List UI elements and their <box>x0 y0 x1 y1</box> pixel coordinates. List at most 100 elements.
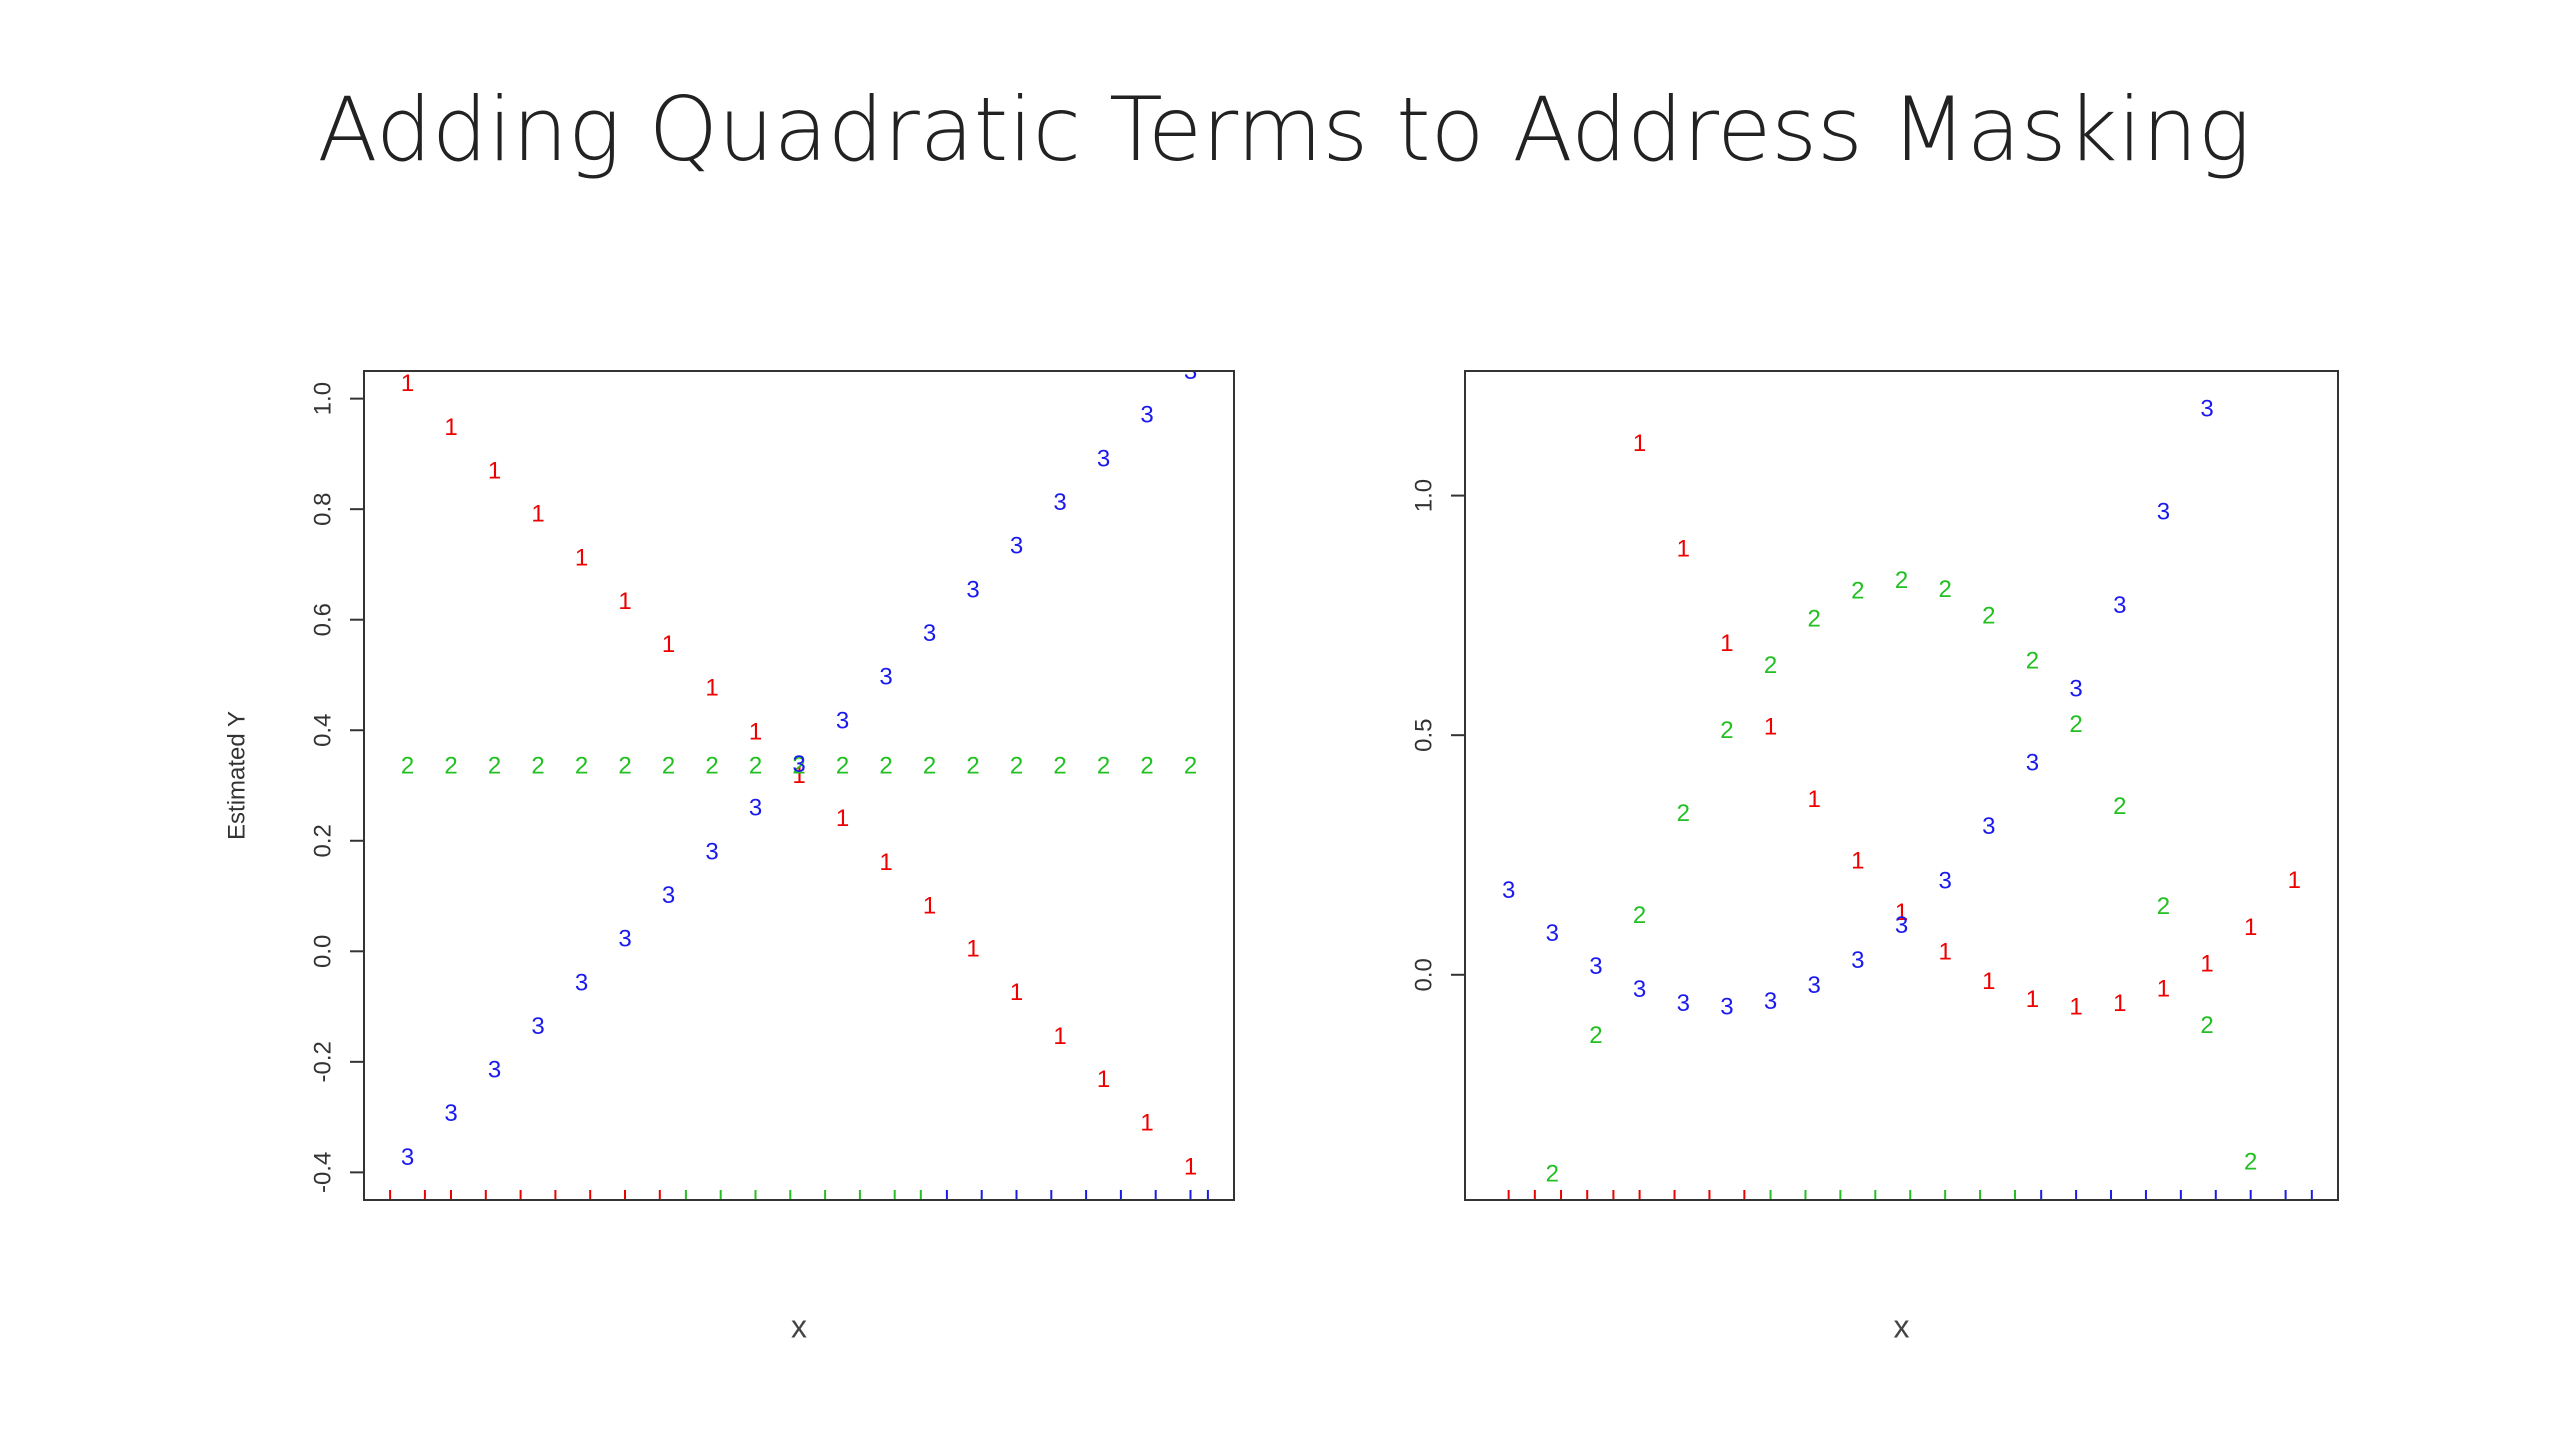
point-glyph: 3 <box>1938 868 1951 895</box>
point-glyph: 2 <box>1010 753 1023 780</box>
y-tick-label: 0.8 <box>309 492 336 525</box>
point-glyph: 1 <box>1764 713 1777 740</box>
point-glyph: 1 <box>1633 430 1646 457</box>
point-glyph: 1 <box>531 501 544 528</box>
point-glyph: 1 <box>2157 975 2170 1002</box>
point-glyph: 3 <box>401 1144 414 1171</box>
point-glyph: 1 <box>2288 867 2301 894</box>
point-glyph: 1 <box>662 631 675 658</box>
point-glyph: 2 <box>575 753 588 780</box>
point-glyph: 2 <box>792 753 805 780</box>
point-glyph: 2 <box>2200 1012 2213 1039</box>
point-glyph: 2 <box>705 753 718 780</box>
point-glyph: 2 <box>1633 902 1646 929</box>
x-axis-title: x <box>791 1308 807 1344</box>
point-glyph: 3 <box>2069 675 2082 702</box>
chart: -0.4-0.20.00.20.40.60.81.0 11111111111111… <box>223 358 1235 1344</box>
point-glyph: 2 <box>1982 603 1995 630</box>
point-glyph: 2 <box>1184 753 1197 780</box>
series: 2 2 2 2 2 2 2 2 2 2 2 2 2 2 2 2 2 2 2 <box>401 753 1197 780</box>
point-glyph: 2 <box>531 753 544 780</box>
point-glyph: 2 <box>1053 753 1066 780</box>
point-glyph: 3 <box>488 1057 501 1084</box>
point-glyph: 1 <box>966 936 979 963</box>
point-glyph: 1 <box>836 805 849 832</box>
point-glyph: 2 <box>2244 1148 2257 1175</box>
point-glyph: 1 <box>1097 1066 1110 1093</box>
point-glyph: 3 <box>966 576 979 603</box>
slide-title: Adding Quadratic Terms to Address Maskin… <box>317 78 2250 181</box>
point-glyph: 2 <box>1895 567 1908 594</box>
point-glyph: 2 <box>923 753 936 780</box>
point-glyph: 2 <box>1546 1160 1559 1187</box>
x-axis-title: x <box>1894 1308 1910 1344</box>
point-glyph: 2 <box>1677 800 1690 827</box>
point-glyph: 1 <box>1053 1023 1066 1050</box>
point-glyph: 3 <box>2157 499 2170 526</box>
point-glyph: 1 <box>575 544 588 571</box>
point-glyph: 1 <box>1184 1153 1197 1180</box>
point-glyph: 1 <box>1677 536 1690 563</box>
point-glyph: 2 <box>836 753 849 780</box>
point-glyph: 1 <box>749 718 762 745</box>
point-glyph: 3 <box>923 620 936 647</box>
point-glyph: 1 <box>1851 848 1864 875</box>
point-glyph: 2 <box>2113 793 2126 820</box>
point-glyph: 3 <box>1097 445 1110 472</box>
series: 1 1 1 1 1 1 1 1 1 1 1 1 1 1 1 1 <box>1633 430 2301 1021</box>
point-glyph: 2 <box>966 753 979 780</box>
point-glyph: 3 <box>1184 358 1197 385</box>
point-glyph: 1 <box>618 588 631 615</box>
point-glyph: 3 <box>1633 976 1646 1003</box>
point-glyph: 1 <box>1720 630 1733 657</box>
point-glyph: 2 <box>1140 753 1153 780</box>
point-glyph: 3 <box>531 1013 544 1040</box>
point-glyph: 3 <box>836 707 849 734</box>
point-glyph: 3 <box>662 882 675 909</box>
y-tick-label: 0.6 <box>309 603 336 636</box>
point-glyph: 3 <box>1546 920 1559 947</box>
point-glyph: 3 <box>444 1100 457 1127</box>
y-tick-label: 0.2 <box>309 824 336 857</box>
point-glyph: 1 <box>1140 1110 1153 1137</box>
point-glyph: 1 <box>1938 939 1951 966</box>
point-glyph: 1 <box>792 762 805 789</box>
point-glyph: 2 <box>1720 717 1733 744</box>
point-glyph: 3 <box>1053 489 1066 516</box>
point-glyph: 1 <box>444 414 457 441</box>
point-glyph: 3 <box>1720 994 1733 1021</box>
y-tick-label: 0.4 <box>309 714 336 747</box>
y-tick-label: 0.5 <box>1410 718 1437 751</box>
point-glyph: 2 <box>1097 753 1110 780</box>
plot-frame <box>1464 370 2339 1201</box>
point-glyph: 2 <box>1764 652 1777 679</box>
point-glyph: 3 <box>1502 877 1515 904</box>
point-glyph: 1 <box>2069 994 2082 1021</box>
series: 3 3 3 3 3 3 3 3 3 3 3 3 3 3 3 3 3 <box>1502 396 2214 1021</box>
point-glyph: 3 <box>749 795 762 822</box>
point-glyph: 1 <box>401 370 414 397</box>
point-glyph: 1 <box>2113 990 2126 1017</box>
point-glyph: 2 <box>2069 711 2082 738</box>
point-glyph: 3 <box>1010 533 1023 560</box>
plot-frame <box>363 370 1235 1201</box>
y-axis-title: Estimated Y <box>223 711 250 840</box>
point-glyph: 2 <box>1589 1022 1602 1049</box>
point-glyph: 1 <box>1982 968 1995 995</box>
point-glyph: 3 <box>575 969 588 996</box>
point-glyph: 3 <box>1895 912 1908 939</box>
point-glyph: 3 <box>705 838 718 865</box>
point-glyph: 3 <box>1677 990 1690 1017</box>
point-glyph: 3 <box>1808 972 1821 999</box>
point-glyph: 2 <box>749 753 762 780</box>
series: 2 2 2 2 2 2 2 2 2 2 2 2 2 2 2 2 2 <box>1546 567 2258 1187</box>
point-glyph: 2 <box>488 753 501 780</box>
point-glyph: 1 <box>2244 914 2257 941</box>
point-glyph: 1 <box>923 892 936 919</box>
point-glyph: 1 <box>1808 786 1821 813</box>
series: 1 1 1 1 1 1 1 1 1 1 1 1 1 1 1 1 1 1 1 <box>401 370 1197 1180</box>
y-tick-label: 1.0 <box>309 382 336 415</box>
